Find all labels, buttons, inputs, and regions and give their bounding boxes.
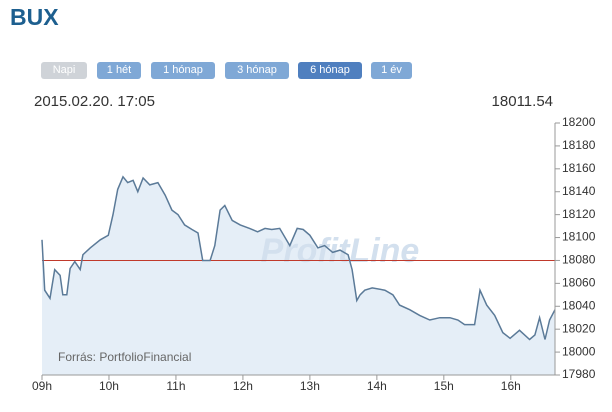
x-tick-label: 11h: [166, 379, 185, 393]
title: BUX: [10, 4, 59, 30]
area: [42, 176, 555, 375]
y-tick-label: 18180: [562, 138, 596, 152]
range-button[interactable]: 1 hét: [97, 62, 141, 79]
price-line: [41, 175, 556, 341]
y-tick-label: 18160: [562, 161, 596, 175]
y-tick-label: 18080: [562, 253, 596, 267]
range-button[interactable]: 1 év: [371, 62, 412, 79]
source: Forrás: PortfolioFinancial: [58, 350, 191, 364]
y-tick-label: 18020: [562, 321, 596, 335]
y-tick-label: 18060: [562, 276, 596, 290]
y-tick-label: 18000: [562, 344, 596, 358]
range-button[interactable]: 6 hónap: [298, 62, 362, 79]
x-tick-label: 12h: [233, 379, 253, 393]
timestamp: 2015.02.20. 17:05: [34, 93, 155, 110]
y-tick-label: 18100: [562, 230, 596, 244]
y-tick-label: 18140: [562, 184, 596, 198]
y-tick-label: 17980: [562, 367, 596, 381]
x-tick-label: 09h: [32, 379, 52, 393]
range-button[interactable]: 1 hónap: [151, 62, 215, 79]
x-tick-label: 14h: [367, 379, 387, 393]
x-tick-label: 13h: [300, 379, 320, 393]
range-button[interactable]: Napi: [41, 62, 87, 79]
last-value: 18011.54: [492, 93, 553, 110]
x-tick-label: 15h: [434, 379, 454, 393]
y-tick-label: 18200: [562, 115, 596, 129]
watermark: ProfitLine: [261, 232, 420, 270]
range-button[interactable]: 3 hónap: [225, 62, 289, 79]
x-tick-label: 16h: [501, 379, 521, 393]
x-tick-label: 10h: [99, 379, 119, 393]
y-tick-label: 18040: [562, 298, 596, 312]
y-tick-label: 18120: [562, 207, 596, 221]
